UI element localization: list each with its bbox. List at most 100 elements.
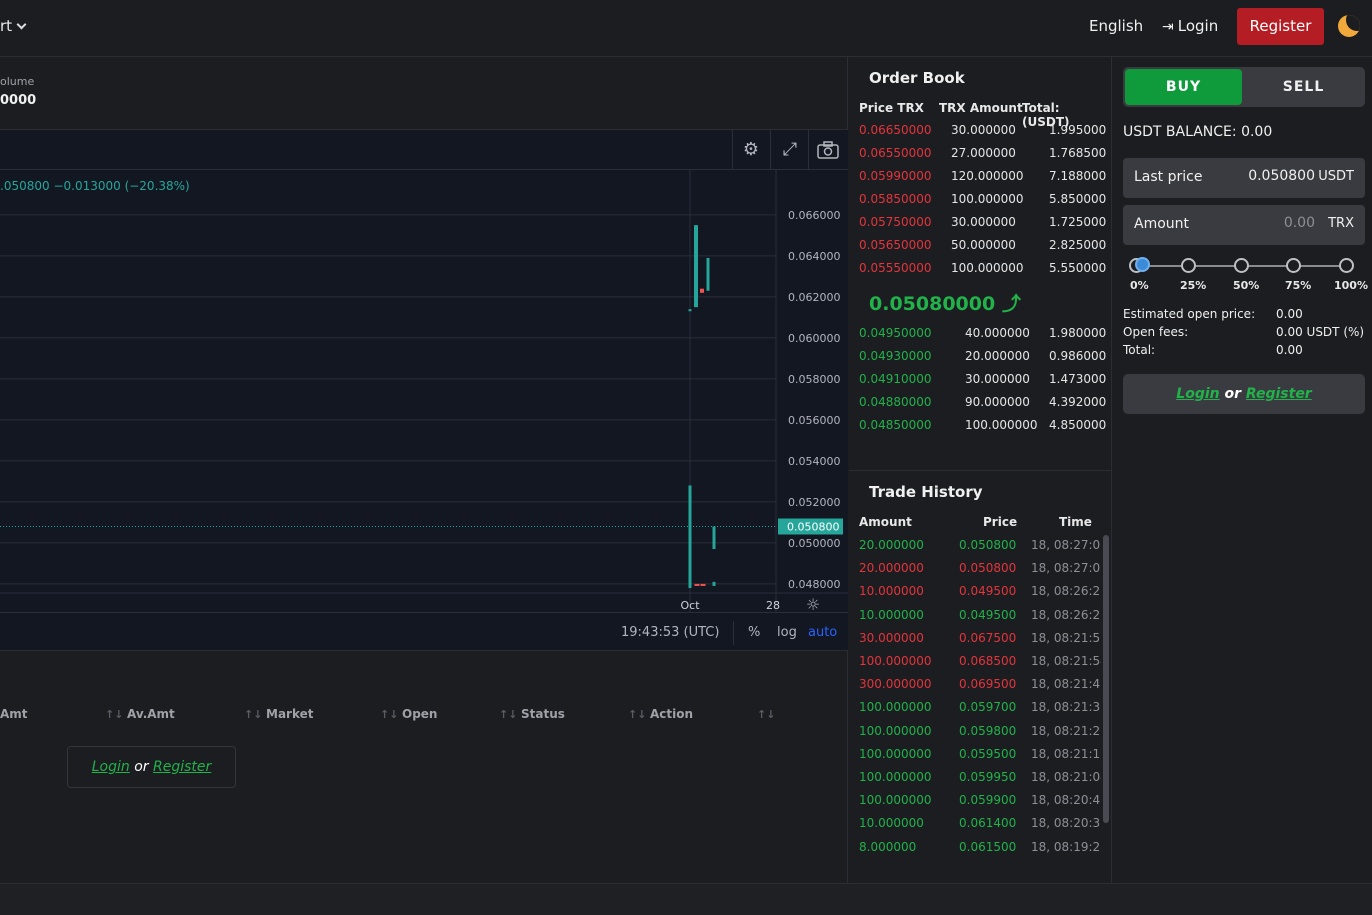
- bid-price: 0.04910000: [859, 372, 932, 386]
- trade-register-link[interactable]: Register: [1245, 386, 1312, 402]
- bid-row[interactable]: 0.04930000 20.000000 0.986000: [849, 349, 1112, 372]
- register-button[interactable]: Register: [1237, 8, 1324, 45]
- bid-total: 4.850000: [1049, 418, 1107, 432]
- slider-step-75[interactable]: [1286, 258, 1301, 273]
- percent-scale-toggle[interactable]: %: [748, 625, 761, 640]
- moon-icon[interactable]: [1338, 15, 1360, 37]
- bid-total: 0.986000: [1049, 349, 1107, 363]
- open-fees-value: 0.00 USDT (%): [1276, 325, 1365, 339]
- amount-label: Amount: [1134, 216, 1190, 232]
- sort-icon[interactable]: ↑↓: [105, 708, 124, 721]
- ask-amount: 120.000000: [951, 169, 1024, 183]
- candle: [712, 581, 716, 586]
- trade-history-scrollbar[interactable]: [1103, 535, 1109, 823]
- camera-icon[interactable]: [813, 136, 843, 164]
- time-axis-settings-icon[interactable]: ☼: [806, 595, 820, 612]
- orders-register-link[interactable]: Register: [152, 759, 212, 775]
- amount-input[interactable]: 0.00: [1283, 215, 1315, 231]
- ask-row[interactable]: 0.06650000 30.000000 1.995000: [849, 123, 1112, 146]
- slider-step-50[interactable]: [1234, 258, 1249, 273]
- utc-time[interactable]: 19:43:53 (UTC): [621, 625, 720, 640]
- orders-login-link[interactable]: Login: [91, 759, 130, 775]
- trade-price: 0.068500: [959, 654, 1017, 668]
- candlestick-chart[interactable]: 0.066000 0.064000 0.062000 0.060000 0.058000…: [0, 170, 848, 612]
- sell-tab[interactable]: SELL: [1282, 79, 1325, 95]
- column-market[interactable]: Market: [266, 707, 314, 721]
- trade-price: 0.059700: [959, 700, 1017, 715]
- ask-row[interactable]: 0.05750000 30.000000 1.725000: [849, 215, 1112, 238]
- fullscreen-icon[interactable]: ⤢: [782, 139, 798, 160]
- trade-time: 18, 08:26:22: [1031, 584, 1101, 599]
- trade-row: 10.000000 0.049500 18, 08:26:22: [849, 608, 1101, 631]
- last-price-tag: [778, 518, 843, 535]
- ask-row[interactable]: 0.05550000 100.000000 5.550000: [849, 261, 1112, 284]
- trade-row: 20.000000 0.050800 18, 08:27:01: [849, 538, 1101, 561]
- column-action[interactable]: Action: [650, 707, 694, 721]
- trade-row: 8.000000 0.061500 18, 08:19:22: [849, 840, 1101, 863]
- trade-price: 0.050800: [959, 538, 1017, 552]
- open-fees-label: Open fees:: [1123, 325, 1189, 339]
- ask-price: 0.06650000: [859, 123, 932, 137]
- ask-row[interactable]: 0.06550000 27.000000 1.768500: [849, 146, 1112, 169]
- trade-row: 100.000000 0.059900 18, 08:20:43: [849, 793, 1101, 816]
- sort-icon[interactable]: ↑↓: [757, 708, 776, 721]
- bid-row[interactable]: 0.04880000 90.000000 4.392000: [849, 395, 1112, 418]
- candle: [700, 288, 704, 293]
- bid-row[interactable]: 0.04910000 30.000000 1.473000: [849, 372, 1112, 395]
- ask-amount: 50.000000: [951, 238, 1016, 252]
- column-status[interactable]: Status: [521, 707, 565, 721]
- trade-price: 0.061400: [959, 816, 1017, 831]
- ask-row[interactable]: 0.05850000 100.000000 5.850000: [849, 192, 1112, 215]
- trade-amount: 100.000000: [859, 654, 932, 668]
- trade-time: 18, 08:19:22: [1031, 839, 1101, 854]
- last-price-label: Last price: [1134, 169, 1203, 185]
- trade-price: 0.059950: [959, 770, 1017, 784]
- trade-history-list[interactable]: 20.000000 0.050800 18, 08:27:01 20.000000 0.…: [849, 535, 1101, 870]
- order-book-title: Order Book: [869, 69, 965, 87]
- toolbar-separator: [732, 130, 733, 170]
- trade-login-prompt: Login or Register: [1123, 374, 1365, 414]
- trade-amount: 10.000000: [859, 584, 924, 599]
- slider-step-100[interactable]: [1339, 258, 1354, 273]
- sort-icon[interactable]: ↑↓: [499, 708, 518, 721]
- login-link[interactable]: ⇥ Login: [1162, 17, 1218, 35]
- amount-slider[interactable]: 0% 25% 50% 75% 100%: [1123, 256, 1368, 296]
- column-av-amt[interactable]: Av.Amt: [127, 707, 175, 721]
- login-label: Login: [1177, 17, 1219, 35]
- ask-row[interactable]: 0.05990000 120.000000 7.188000: [849, 169, 1112, 192]
- slider-label: 50%: [1233, 279, 1260, 292]
- chart-legend: .050800 −0.013000 (−20.38%): [0, 179, 190, 193]
- sort-icon[interactable]: ↑↓: [380, 708, 399, 721]
- trade-amount: 20.000000: [859, 561, 924, 576]
- trade-price: 0.061500: [959, 839, 1017, 854]
- trade-price: 0.067500: [959, 630, 1017, 645]
- slider-step-25[interactable]: [1181, 258, 1196, 273]
- column-amt[interactable]: Amt: [0, 707, 28, 721]
- chart-menu[interactable]: rt: [0, 17, 27, 35]
- trade-time: 18, 08:21:33: [1031, 700, 1101, 715]
- amount-field[interactable]: Amount 0.00 TRX: [1123, 205, 1365, 245]
- bid-row[interactable]: 0.04950000 40.000000 1.980000: [849, 326, 1112, 349]
- trade-time: 18, 08:21:16: [1031, 746, 1101, 761]
- volume-value: 0000: [0, 93, 37, 108]
- column-open[interactable]: Open: [402, 707, 438, 721]
- buy-tab[interactable]: BUY: [1125, 69, 1242, 105]
- auto-scale-toggle[interactable]: auto: [808, 625, 838, 640]
- price-chart[interactable]: ⚙ ⤢ 0.066000 0.064000 0.062000 0.060000 0.05…: [0, 129, 848, 651]
- ask-row[interactable]: 0.05650000 50.000000 2.825000: [849, 238, 1112, 261]
- trade-row: 30.000000 0.067500 18, 08:21:57: [849, 631, 1101, 654]
- trade-login-link[interactable]: Login: [1176, 386, 1220, 402]
- slider-handle[interactable]: [1135, 257, 1150, 272]
- trade-row: 100.000000 0.059500 18, 08:21:16: [849, 747, 1101, 770]
- orders-login-prompt: Login or Register: [67, 746, 236, 788]
- or-text: or: [1224, 386, 1242, 402]
- log-scale-toggle[interactable]: log: [777, 625, 797, 640]
- language-selector[interactable]: English: [1089, 17, 1144, 35]
- bid-row[interactable]: 0.04850000 100.000000 4.850000: [849, 418, 1112, 441]
- y-tick-label: 0.058000: [788, 373, 841, 386]
- trade-amount: 300.000000: [859, 677, 932, 692]
- sort-icon[interactable]: ↑↓: [628, 708, 647, 721]
- sort-icon[interactable]: ↑↓: [244, 708, 263, 721]
- section-divider: [849, 470, 1112, 471]
- settings-gear-icon[interactable]: ⚙: [742, 139, 760, 160]
